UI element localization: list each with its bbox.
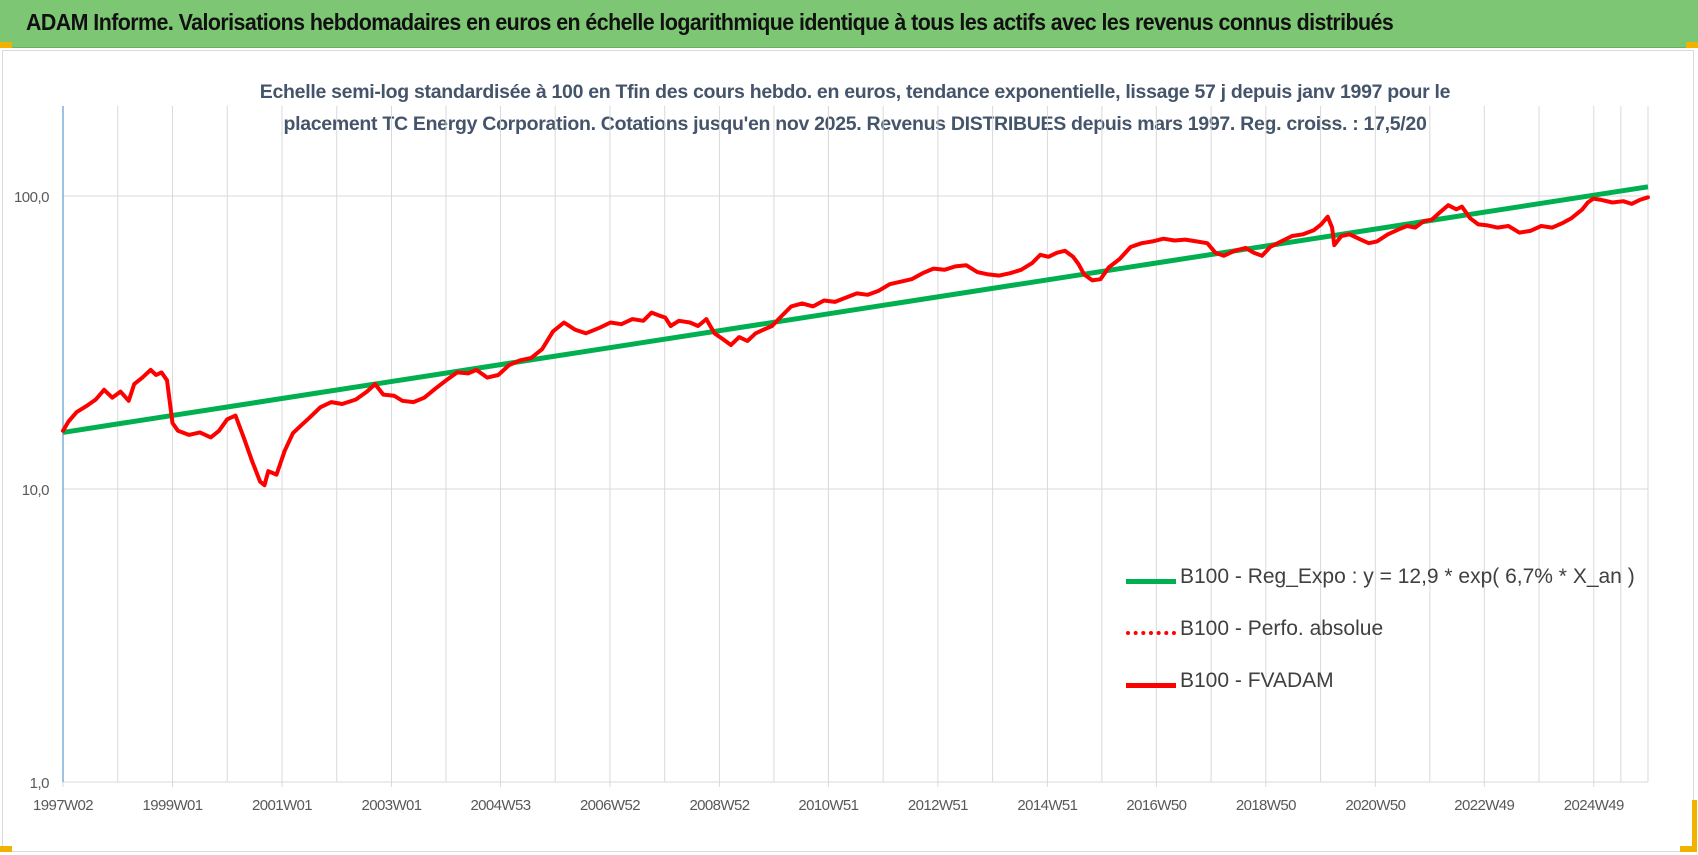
x-tick-label: 2020W50 xyxy=(1345,797,1405,814)
y-tick-label: 1,0 xyxy=(30,775,50,792)
x-tick-label: 2003W01 xyxy=(361,797,421,814)
x-tick-label: 2006W52 xyxy=(580,797,640,814)
x-tick-label: 2018W50 xyxy=(1236,797,1296,814)
y-tick-label: 100,0 xyxy=(14,189,49,206)
legend-swatch-regression xyxy=(1126,579,1176,584)
legend-label-perfo: B100 - Perfo. absolue xyxy=(1180,617,1384,640)
x-tick-label: 1997W02 xyxy=(33,797,93,814)
legend-item-perfo: B100 - Perfo. absolue xyxy=(1126,617,1646,669)
series-regression-line xyxy=(62,184,1649,435)
x-tick-label: 2004W53 xyxy=(470,797,530,814)
chart-title-line2: placement TC Energy Corporation. Cotatio… xyxy=(283,113,1427,135)
legend-swatch-perfo xyxy=(1126,631,1176,635)
series-fvadam-line xyxy=(61,195,1650,488)
corner-marker-top-left xyxy=(0,42,12,48)
x-tick-label: 2016W50 xyxy=(1126,797,1186,814)
x-tick-label: 2014W51 xyxy=(1017,797,1077,814)
chart-title-line1: Echelle semi-log standardisée à 100 en T… xyxy=(259,81,1451,103)
x-tick-label: 1999W01 xyxy=(142,797,202,814)
x-tick-label: 2008W52 xyxy=(689,797,749,814)
legend-label-regression: B100 - Reg_Expo : y = 12,9 * exp( 6,7% *… xyxy=(1180,565,1635,588)
corner-marker-bottom-left xyxy=(0,846,12,852)
x-tick-label: 2010W51 xyxy=(798,797,858,814)
y-tick-label: 10,0 xyxy=(22,482,49,499)
x-tick-label: 2001W01 xyxy=(252,797,312,814)
corner-marker-bottom-right xyxy=(1692,800,1697,852)
legend-item-fvadam: B100 - FVADAM xyxy=(1126,669,1646,721)
corner-marker-bottom-right-foot xyxy=(1680,846,1697,852)
x-tick-label: 2022W49 xyxy=(1454,797,1514,814)
legend-label-fvadam: B100 - FVADAM xyxy=(1180,669,1334,692)
x-tick-label: 2012W51 xyxy=(908,797,968,814)
legend-item-regression: B100 - Reg_Expo : y = 12,9 * exp( 6,7% *… xyxy=(1126,565,1646,617)
banner-title: ADAM Informe. Valorisations hebdomadaire… xyxy=(26,9,1394,35)
chart-frame xyxy=(2,50,1694,852)
chart-title: Echelle semi-log standardisée à 100 en T… xyxy=(150,76,1560,140)
corner-marker-top-right xyxy=(1686,42,1698,48)
banner: ADAM Informe. Valorisations hebdomadaire… xyxy=(0,0,1698,48)
legend: B100 - Reg_Expo : y = 12,9 * exp( 6,7% *… xyxy=(1126,565,1646,721)
x-tick-label: 2024W49 xyxy=(1564,797,1624,814)
legend-swatch-fvadam xyxy=(1126,683,1176,688)
